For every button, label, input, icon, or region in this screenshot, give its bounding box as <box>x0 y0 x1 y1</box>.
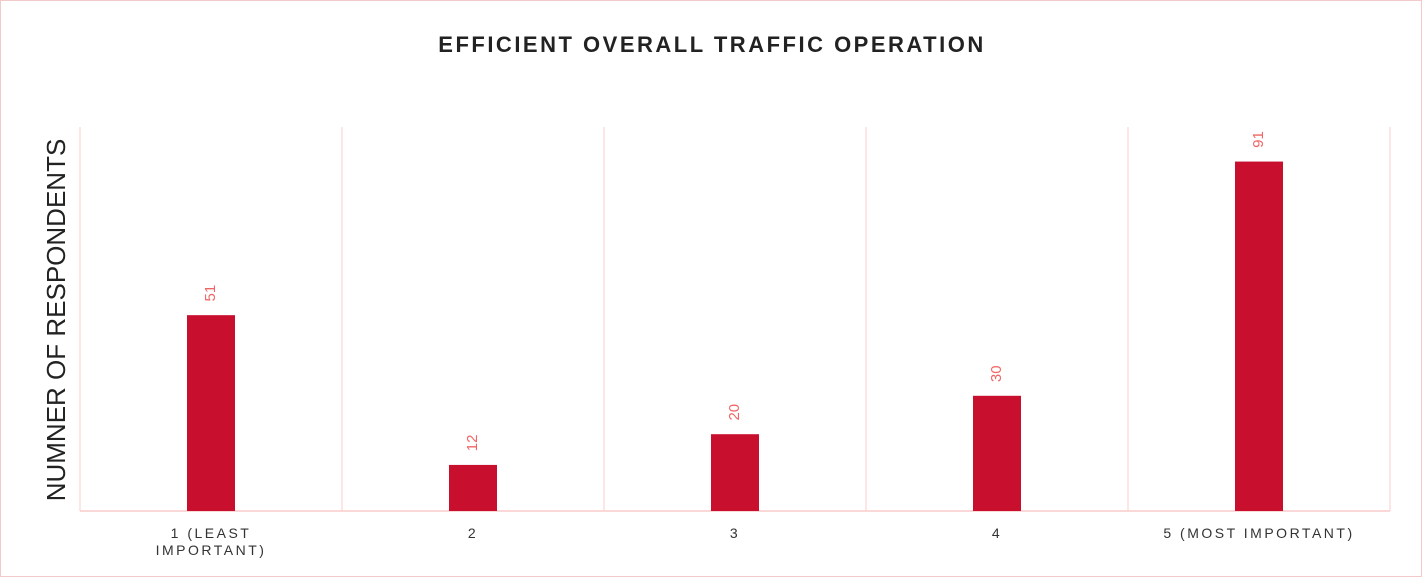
x-tick-label: 4 <box>991 525 1003 541</box>
x-tick-label: 1 (LEAST IMPORTANT) <box>155 525 267 558</box>
data-label: 30 <box>988 365 1005 382</box>
x-tick-label: 5 (MOST IMPORTANT) <box>1163 525 1355 541</box>
data-label: 12 <box>464 435 481 452</box>
bar <box>187 315 235 511</box>
y-axis-label: NUMNER OF RESPONDENTS <box>41 139 71 502</box>
chart-title: EFFICIENT OVERALL TRAFFIC OPERATION <box>438 32 985 57</box>
data-label: 20 <box>726 404 743 421</box>
bar <box>1235 161 1283 511</box>
bar <box>973 395 1021 511</box>
data-label: 51 <box>202 285 219 302</box>
x-tick-label: 3 <box>729 525 741 541</box>
bar <box>449 464 497 511</box>
x-tick-label: 2 <box>467 525 479 541</box>
bar <box>711 434 759 511</box>
data-label: 91 <box>1250 131 1267 148</box>
